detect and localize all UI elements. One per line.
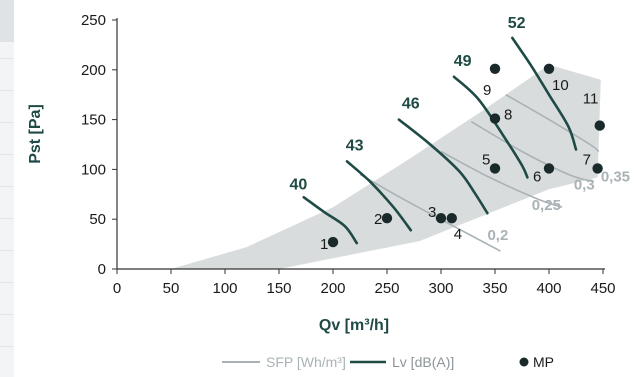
x-tick-label: 50 [163, 280, 180, 297]
y-tick-label: 50 [89, 211, 106, 228]
lv-line-label: 46 [402, 96, 420, 113]
legend-mp-label: MP [533, 354, 554, 370]
sfp-line-label: 0,2 [487, 227, 508, 244]
measurement-point-label: 8 [504, 107, 512, 124]
lv-line-label: 52 [508, 15, 526, 32]
x-tick-label: 400 [536, 280, 561, 297]
left-panel-strip [0, 0, 14, 377]
measurement-point [594, 120, 605, 131]
measurement-point-label: 10 [552, 77, 569, 94]
sfp-line [440, 150, 563, 208]
lv-line-label: 40 [290, 176, 308, 193]
lv-line [397, 118, 489, 215]
legend-sfp-label: SFP [Wh/m³] [266, 354, 346, 370]
measurement-point-label: 3 [428, 204, 436, 221]
left-panel-divider [0, 90, 14, 91]
measurement-point-label: 4 [454, 226, 462, 243]
left-panel-block [0, 0, 14, 42]
lv-line-label: 49 [454, 53, 472, 70]
lv-line [345, 160, 413, 232]
measurement-point-label: 2 [374, 211, 382, 228]
legend-lv-label: Lv [dB(A)] [392, 354, 454, 370]
x-tick-label: 0 [113, 280, 121, 297]
measurement-point [543, 63, 555, 75]
x-tick-label: 200 [320, 280, 345, 297]
x-tick-label: 250 [374, 280, 399, 297]
sfp-line-label: 0,25 [532, 197, 561, 214]
sfp-line-label: 0,3 [574, 176, 595, 193]
y-tick-label: 100 [81, 161, 106, 178]
measurement-point [446, 213, 457, 224]
measurement-point [489, 63, 501, 75]
measurement-point [381, 213, 393, 224]
left-panel-divider [0, 122, 14, 123]
lv-line [452, 75, 529, 179]
left-panel-divider [0, 186, 14, 187]
y-tick-label: 0 [98, 261, 106, 278]
measurement-point [543, 163, 555, 174]
measurement-point [592, 163, 603, 174]
left-panel-divider [0, 154, 14, 155]
x-tick-label: 450 [590, 280, 615, 297]
measurement-point-label: 11 [583, 91, 599, 108]
left-panel-divider [0, 314, 14, 315]
x-axis-title: Qv [m³/h] [319, 317, 389, 334]
measurement-point [435, 213, 447, 224]
measurement-point-label: 9 [483, 82, 491, 99]
left-panel-divider [0, 58, 14, 59]
x-tick-label: 100 [212, 280, 237, 297]
measurement-point [489, 113, 501, 124]
lv-line-label: 43 [346, 137, 364, 154]
y-tick-label: 150 [81, 112, 106, 129]
left-panel-divider [0, 218, 14, 219]
left-panel-divider [0, 346, 14, 347]
measurement-point [327, 236, 339, 248]
left-panel-divider [0, 250, 14, 251]
y-axis-title: Pst [Pa] [27, 104, 44, 164]
x-tick-label: 150 [266, 280, 291, 297]
operating-region-area [171, 64, 601, 269]
lv-line [302, 196, 359, 245]
measurement-point-label: 7 [583, 151, 591, 168]
x-tick-label: 350 [482, 280, 507, 297]
legend-mp-swatch [519, 357, 529, 367]
y-tick-label: 250 [81, 12, 106, 29]
measurement-point-label: 5 [482, 151, 490, 168]
y-tick-label: 200 [81, 62, 106, 79]
sfp-line-label: 0,35 [601, 168, 630, 185]
x-tick-label: 300 [428, 280, 453, 297]
measurement-point-label: 6 [533, 168, 541, 185]
measurement-point [489, 163, 501, 174]
measurement-point-label: 1 [320, 236, 328, 253]
lv-line [510, 36, 578, 151]
sfp-line [359, 173, 501, 252]
left-panel-divider [0, 282, 14, 283]
